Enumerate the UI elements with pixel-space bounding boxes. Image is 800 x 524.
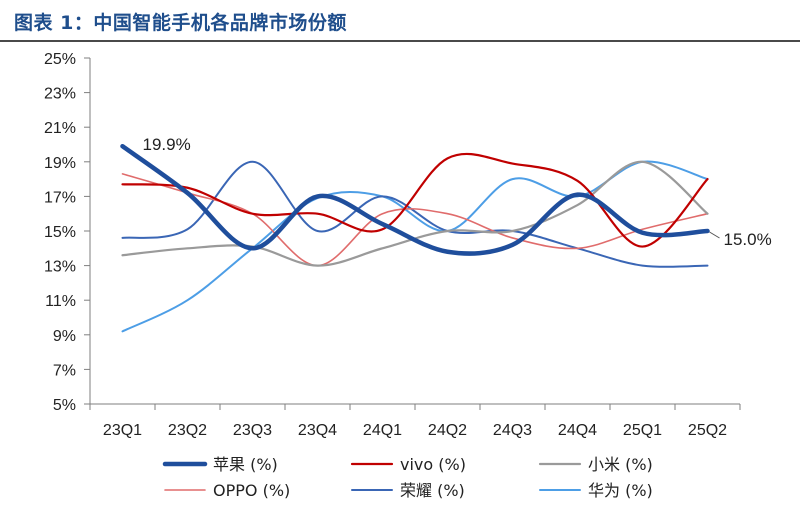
y-tick-label: 5% (53, 397, 76, 414)
series-line-0 (120, 143, 710, 256)
y-tick-label: 17% (44, 189, 76, 206)
y-tick-label: 23% (44, 86, 76, 103)
x-tick-label: 23Q4 (298, 422, 337, 439)
series-line-2 (121, 160, 709, 267)
x-tick-label: 25Q2 (688, 422, 727, 439)
y-tick-label: 15% (44, 224, 76, 241)
legend-label: OPPO (%) (213, 481, 290, 500)
series-line-1 (121, 152, 709, 248)
x-tick-label: 23Q1 (103, 422, 142, 439)
legend-label: 小米 (%) (588, 455, 653, 474)
y-tick-label: 11% (45, 293, 76, 310)
series-lines (120, 143, 710, 333)
x-tick-label: 23Q3 (233, 422, 272, 439)
title-divider (0, 40, 800, 42)
annotations: 19.9% 15.0% (143, 135, 772, 249)
x-tick-label: 25Q1 (623, 422, 662, 439)
data-label: 15.0% (724, 230, 772, 249)
y-tick-label: 21% (44, 120, 76, 137)
legend-label: 华为 (%) (588, 481, 653, 500)
legend: 苹果 (%) vivo (%) 小米 (%) OPPO (%) 荣耀 (%) 华为 (%) (162, 455, 653, 500)
x-tick-label: 24Q1 (363, 422, 402, 439)
legend-label: vivo (%) (400, 455, 466, 474)
legend-label: 荣耀 (%) (400, 481, 465, 500)
y-tick-label: 25% (44, 51, 76, 68)
data-label-leader (709, 231, 720, 239)
y-tick-label: 19% (44, 155, 76, 172)
legend-label: 苹果 (%) (213, 455, 278, 474)
x-tick-label: 24Q2 (428, 422, 467, 439)
x-tick-label: 24Q3 (493, 422, 532, 439)
x-tick-label: 23Q2 (168, 422, 207, 439)
y-tick-label: 9% (53, 328, 76, 345)
data-label: 19.9% (143, 135, 191, 154)
axes: 5% 7% 9% 11% 13% 15% 17% 19% 21% 23% 25% 23Q1 23Q2 23… (44, 51, 741, 439)
y-tick-label: 13% (44, 259, 76, 276)
y-tick-label: 7% (53, 362, 76, 379)
series-line-4 (121, 160, 709, 268)
x-tick-label: 24Q4 (558, 422, 597, 439)
chart-title: 图表 1：中国智能手机各品牌市场份额 (14, 12, 347, 34)
